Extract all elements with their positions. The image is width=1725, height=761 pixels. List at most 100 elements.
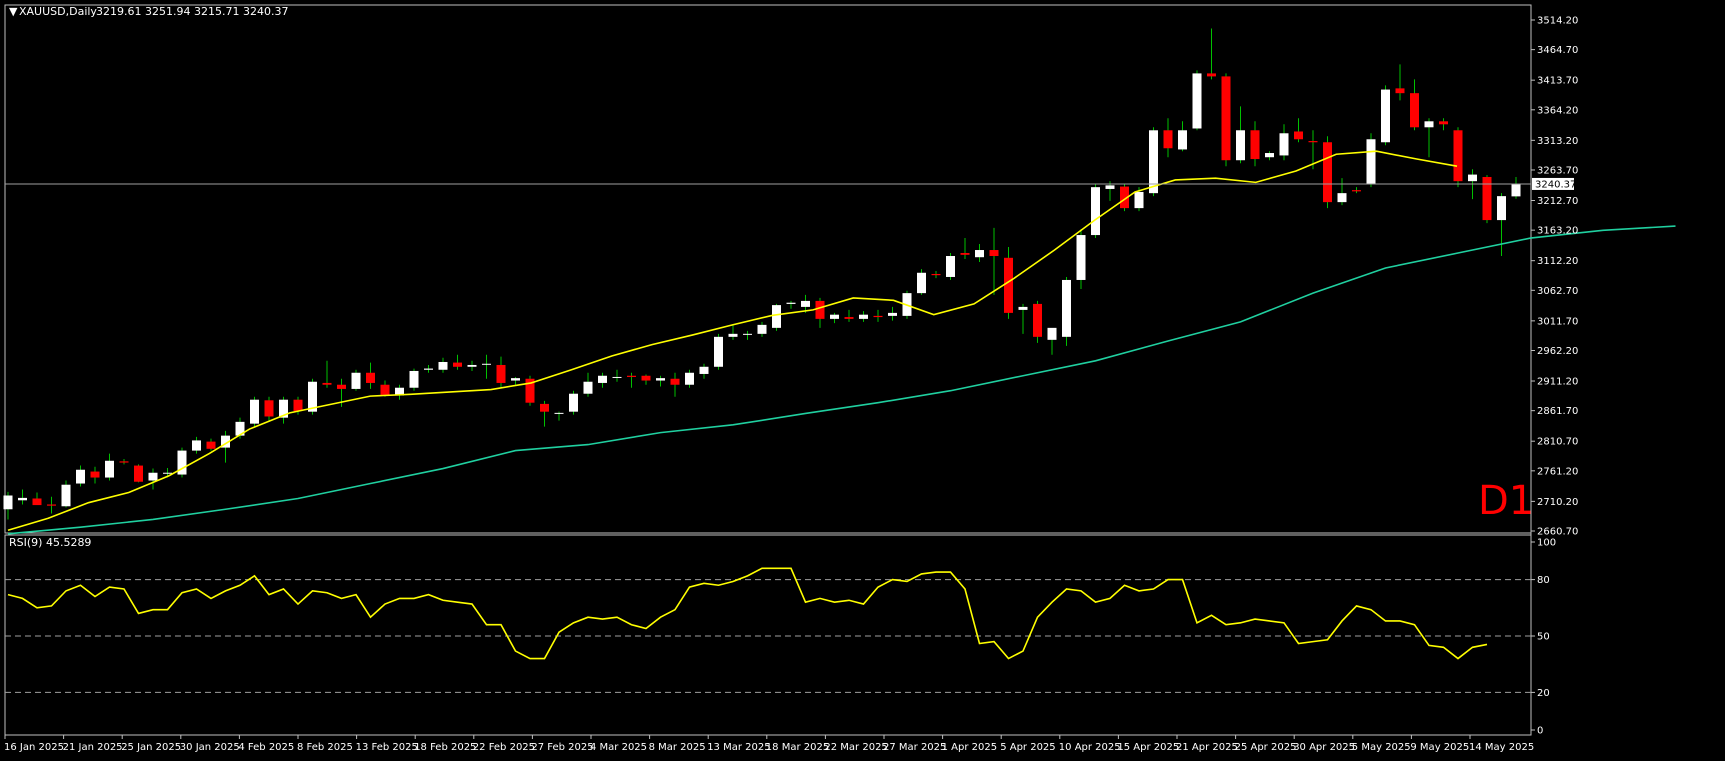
bullish-candle	[714, 336, 723, 367]
bullish-candle	[1062, 279, 1071, 337]
timeframe-watermark: D1	[1478, 478, 1534, 524]
bullish-candle	[105, 460, 114, 478]
time-tick-label: 18 Mar 2025	[766, 742, 829, 753]
price-tick-label: 3464.70	[1537, 45, 1578, 56]
time-tick-label: 13 Mar 2025	[707, 742, 770, 753]
rsi-chart-frame	[4, 534, 1532, 736]
bullish-candle	[1149, 130, 1158, 194]
current-price-box	[1532, 177, 1574, 190]
bullish-candle	[757, 324, 767, 334]
bearish-candle	[134, 465, 143, 482]
bearish-candle	[1221, 76, 1231, 161]
rsi-tick-label: 50	[1537, 632, 1550, 643]
bearish-candle	[641, 375, 651, 381]
time-tick-label: 8 Mar 2025	[649, 742, 706, 753]
time-tick-label: 1 Apr 2025	[942, 742, 997, 753]
rsi-axis: 100 80 50 20 0	[1531, 538, 1556, 737]
bearish-candle	[496, 364, 506, 383]
bearish-candle	[815, 300, 825, 319]
header-triangle[interactable]: ▼	[9, 5, 18, 18]
bearish-candle	[960, 253, 970, 255]
bearish-candle	[1395, 88, 1405, 94]
time-tick-label: 14 May 2025	[1469, 742, 1534, 753]
bullish-candle	[583, 381, 593, 394]
time-tick-label: 5 May 2025	[1352, 742, 1411, 753]
bullish-candle	[1236, 130, 1245, 161]
rsi-series	[5, 567, 1531, 693]
price-tick-label: 3413.70	[1537, 76, 1578, 87]
rsi-tick-label: 0	[1537, 726, 1543, 737]
bullish-candle	[859, 314, 868, 319]
time-tick-label: 22 Mar 2025	[824, 742, 887, 753]
price-tick-label: 3263.70	[1537, 165, 1578, 176]
bearish-candle	[1352, 190, 1361, 192]
bearish-candle	[931, 273, 941, 276]
price-tick-label: 2911.20	[1537, 377, 1578, 388]
bearish-candle	[1453, 130, 1463, 182]
bullish-candle	[1076, 235, 1086, 280]
price-tick-label: 2660.70	[1537, 527, 1578, 538]
bullish-candle	[830, 314, 839, 319]
bearish-candle	[873, 315, 883, 318]
bullish-candle	[917, 272, 926, 294]
bullish-candle	[18, 497, 27, 501]
price-tick-label: 2710.20	[1537, 497, 1578, 508]
current-price-label: 3240.37	[1535, 179, 1576, 190]
price-tick-label: 3514.20	[1537, 16, 1578, 27]
bullish-candle	[395, 387, 404, 396]
rsi-line	[7, 567, 1488, 660]
bullish-candle	[221, 435, 230, 448]
bullish-candle	[1134, 191, 1144, 209]
time-tick-label: 5 Apr 2025	[1000, 742, 1055, 753]
bullish-candle	[1265, 153, 1274, 158]
bullish-candle	[308, 381, 317, 412]
bullish-candle	[1018, 306, 1028, 310]
bearish-candle	[670, 378, 680, 385]
bullish-candle	[1497, 196, 1506, 221]
bullish-candle	[250, 399, 259, 424]
bearish-candle	[1163, 130, 1173, 149]
bullish-candle	[801, 300, 810, 307]
bullish-candle	[482, 363, 491, 365]
bearish-candle	[540, 403, 549, 412]
symbol-label: XAUUSD,Daily	[19, 5, 97, 18]
bullish-candle	[554, 412, 564, 414]
bearish-candle	[322, 382, 332, 385]
bearish-candle	[453, 362, 462, 367]
bullish-candle	[1511, 183, 1521, 197]
bullish-candle	[786, 302, 796, 304]
time-tick-label: 25 Apr 2025	[1235, 742, 1297, 753]
bullish-candle	[743, 333, 752, 335]
bullish-candle	[699, 366, 709, 374]
bullish-candle	[351, 372, 361, 389]
bearish-candle	[1250, 130, 1260, 160]
price-tick-label: 2761.20	[1537, 466, 1578, 477]
time-tick-label: 21 Apr 2025	[1176, 742, 1238, 753]
time-tick-label: 21 Jan 2025	[63, 742, 123, 753]
time-tick-label: 8 Feb 2025	[297, 742, 353, 753]
bearish-candle	[32, 498, 42, 506]
bearish-candle	[206, 441, 216, 449]
time-tick-label: 27 Feb 2025	[531, 742, 593, 753]
bearish-candle	[337, 384, 346, 389]
bullish-candle	[1178, 130, 1187, 150]
bearish-candle	[119, 461, 129, 463]
bearish-candle	[1120, 186, 1129, 209]
time-tick-label: 4 Feb 2025	[238, 742, 294, 753]
time-tick-label: 22 Feb 2025	[473, 742, 535, 753]
price-tick-label: 3062.70	[1537, 286, 1578, 297]
rsi-tick-label: 100	[1537, 538, 1556, 549]
bearish-candle	[1004, 257, 1013, 313]
bullish-candle	[467, 364, 477, 367]
bearish-candle	[1033, 303, 1042, 337]
price-axis: 3514.20 3464.70 3413.70 3364.20 3313.20 3263.…	[1531, 16, 1578, 538]
bearish-candle	[90, 471, 100, 478]
bearish-candle	[627, 375, 636, 377]
bullish-candle	[598, 375, 607, 383]
bearish-candle	[1207, 73, 1216, 77]
bullish-candle	[888, 312, 897, 316]
bearish-candle	[1482, 176, 1492, 221]
time-tick-label: 4 Mar 2025	[590, 742, 647, 753]
